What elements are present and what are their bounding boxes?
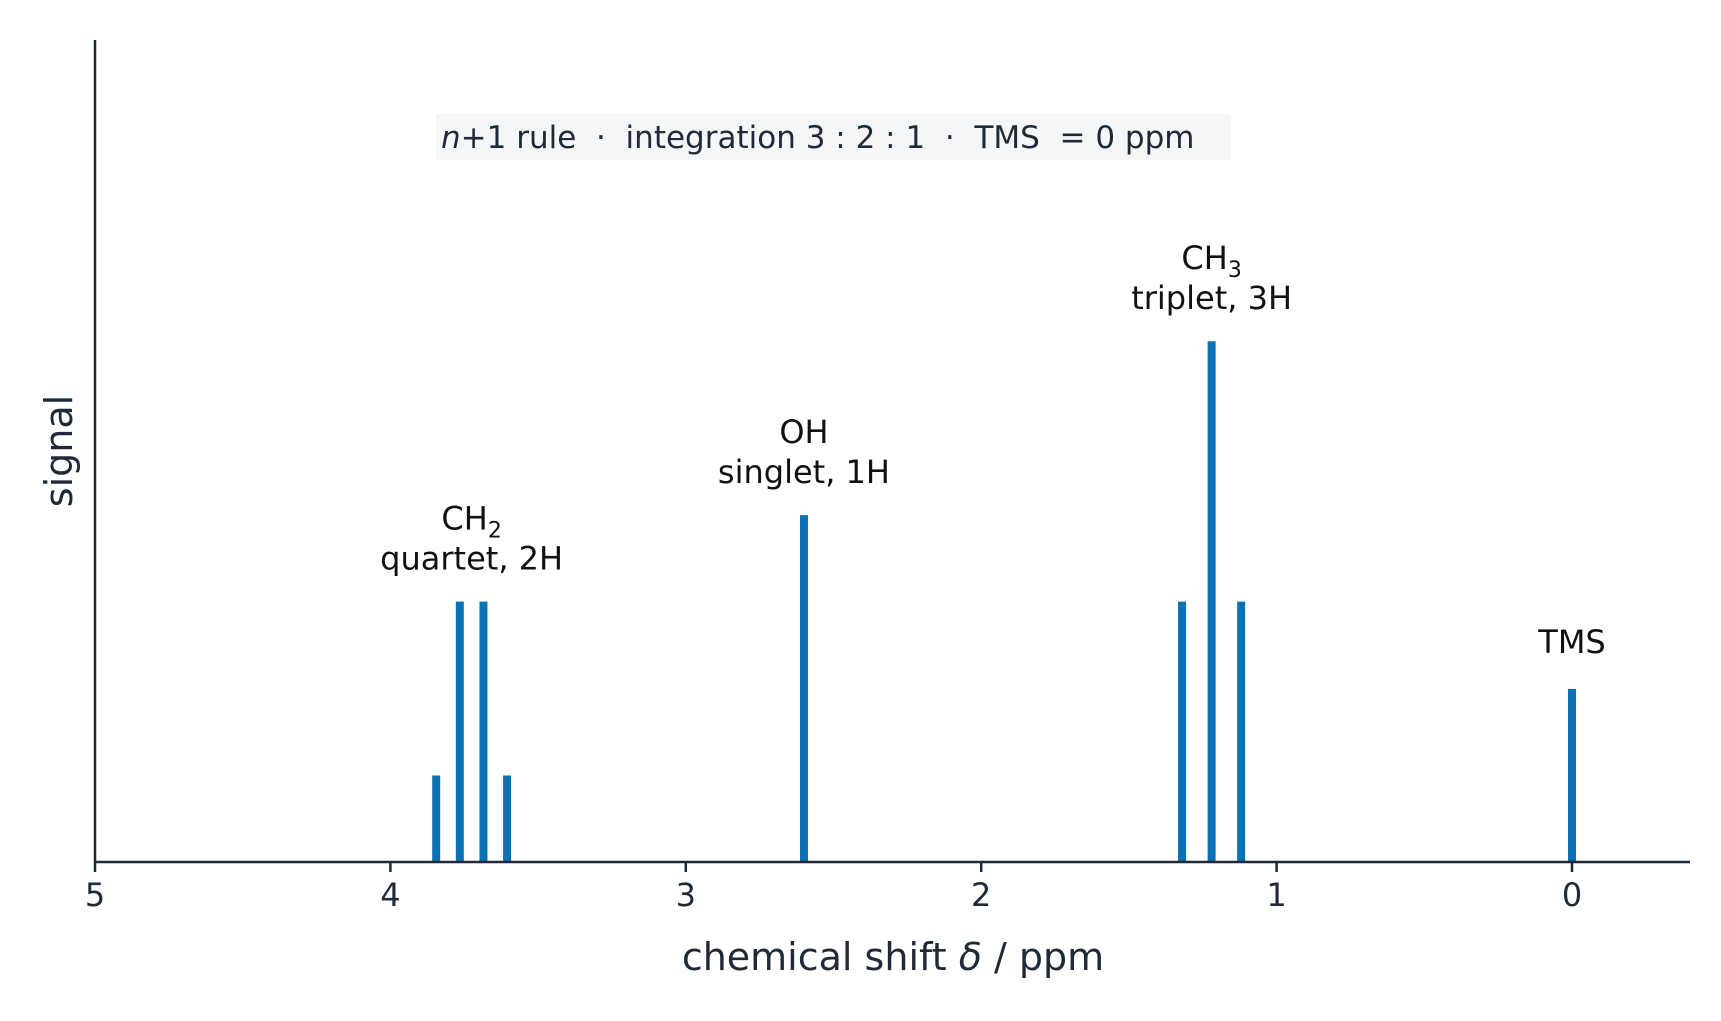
peak-bar-tms bbox=[1568, 688, 1576, 862]
peak-label-oh: OH bbox=[779, 413, 828, 451]
x-tick-label: 0 bbox=[1562, 876, 1582, 914]
peak-label-tms: TMS bbox=[1537, 623, 1605, 661]
peak-bars bbox=[432, 341, 1576, 862]
annotation-box: n+1 rule · integration 3 : 2 : 1 · TMS =… bbox=[436, 114, 1231, 160]
x-tick-label: 1 bbox=[1266, 876, 1286, 914]
peak-bar-ch3 bbox=[1237, 601, 1246, 862]
peak-bar-ch3 bbox=[1178, 601, 1187, 862]
annotation-text: n+1 rule · integration 3 : 2 : 1 · TMS =… bbox=[441, 120, 1194, 156]
axes: 5 4 3 2 1 0 chemical shift δ / ppm signal bbox=[37, 40, 1690, 979]
annotation-background bbox=[436, 114, 1231, 160]
peak-bar-ch2 bbox=[479, 601, 488, 862]
x-axis-title: chemical shift δ / ppm bbox=[682, 935, 1104, 979]
x-tick-label: 5 bbox=[85, 876, 105, 914]
x-tick-label: 4 bbox=[380, 876, 400, 914]
peak-bar-ch2 bbox=[503, 775, 512, 862]
x-tick-label: 3 bbox=[676, 876, 696, 914]
x-tick-label: 2 bbox=[971, 876, 991, 914]
peak-bar-ch2 bbox=[455, 601, 464, 862]
peak-label-ch3: CH3 bbox=[1181, 239, 1241, 283]
peak-bar-oh bbox=[799, 515, 808, 862]
peak-detail-ch2: quartet, 2H bbox=[380, 540, 563, 578]
peak-label-ch2: CH2 bbox=[441, 500, 501, 544]
peak-bar-ch2 bbox=[432, 775, 441, 862]
peak-bar-ch3 bbox=[1207, 341, 1216, 862]
y-axis-title: signal bbox=[37, 395, 81, 507]
peak-detail-oh: singlet, 1H bbox=[718, 453, 890, 491]
peak-detail-ch3: triplet, 3H bbox=[1131, 279, 1292, 317]
